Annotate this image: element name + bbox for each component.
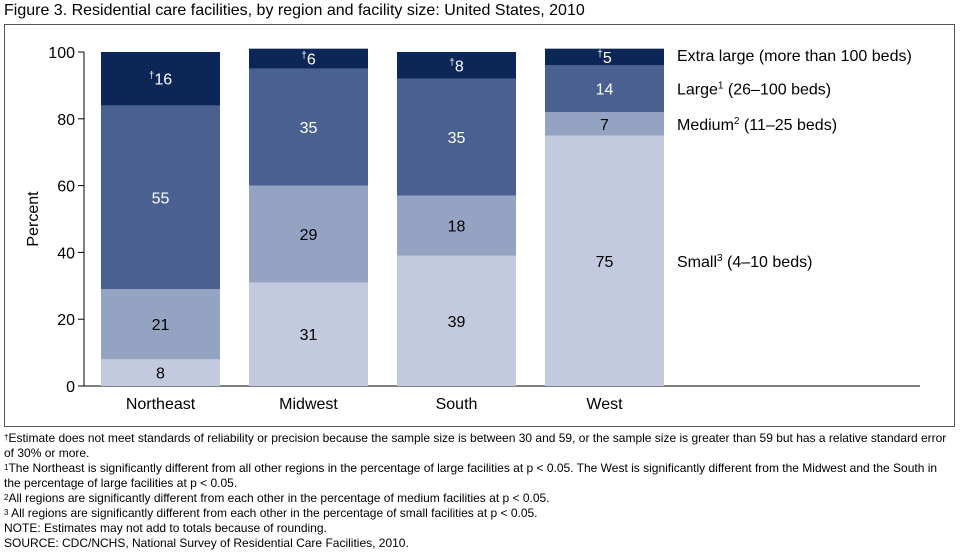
x-tick-label-west: West (586, 396, 623, 413)
bar-segment-large-south (397, 78, 516, 196)
footnote-1: 1The Northeast is significantly differen… (4, 461, 938, 490)
y-tick-label: 100 (48, 45, 75, 62)
legend-entry-small: Small3 (4–10 beds) (677, 253, 812, 271)
y-tick-label: 80 (57, 112, 75, 129)
data-label-small-south: 39 (448, 314, 466, 331)
data-label-small-west: 75 (596, 254, 614, 271)
y-tick-label: 0 (66, 379, 75, 396)
data-label-medium-northeast: 21 (152, 317, 170, 334)
source-line: SOURCE: CDC/NCHS, National Survey of Res… (4, 536, 409, 550)
bar-segment-small-west (545, 135, 664, 386)
footnote-dagger: †Estimate does not meet standards of rel… (4, 431, 947, 460)
data-label-small-northeast: 8 (156, 366, 165, 383)
footnote-2: 2All regions are significantly different… (4, 491, 550, 505)
y-tick-label: 60 (57, 179, 75, 196)
data-label-small-midwest: 31 (300, 327, 318, 344)
data-label-extra_large-south: †8 (449, 57, 464, 75)
y-tick-label: 20 (57, 312, 75, 329)
bar-segment-medium-northeast (101, 289, 220, 360)
data-label-extra_large-northeast: †16 (149, 71, 172, 89)
bar-segment-small-midwest (249, 282, 368, 386)
footnote-3: 3 All regions are significantly differen… (4, 506, 538, 520)
data-label-large-midwest: 35 (300, 120, 318, 137)
data-label-large-south: 35 (448, 130, 466, 147)
data-label-medium-west: 7 (600, 117, 609, 134)
bar-segment-extra_large-midwest (249, 48, 368, 69)
footnotes: †Estimate does not meet standards of rel… (4, 431, 956, 551)
legend-entry-medium: Medium2 (11–25 beds) (677, 116, 837, 134)
legend-entry-extra_large: Extra large (more than 100 beds) (677, 48, 912, 65)
note-rounding: NOTE: Estimates may not add to totals be… (4, 521, 327, 535)
bar-segment-medium-west (545, 112, 664, 136)
bar-segment-extra_large-south (397, 52, 516, 79)
bar-segment-extra_large-northeast (101, 52, 220, 106)
stacked-bar-chart: 0 20 40 60 80 100 Percent 8 21 55 †16 Northeast 31 29… (25, 45, 920, 413)
bar-segment-large-midwest (249, 68, 368, 186)
data-label-large-west: 14 (596, 82, 614, 99)
figure-title: Figure 3. Residential care facilities, b… (4, 2, 585, 19)
legend-entry-large: Large1 (26–100 beds) (677, 81, 831, 99)
bar-segment-large-west (545, 65, 664, 113)
y-tick-label: 40 (57, 245, 75, 262)
data-label-extra_large-west: †5 (597, 49, 612, 67)
data-label-medium-midwest: 29 (300, 227, 318, 244)
x-tick-label-midwest: Midwest (279, 396, 338, 413)
bar-segment-medium-midwest (249, 185, 368, 283)
chart-frame: 0 20 40 60 80 100 Percent 8 21 55 †16 Northeast 31 29… (4, 24, 955, 427)
y-axis-title: Percent (25, 191, 42, 247)
data-label-medium-south: 18 (448, 219, 466, 236)
bar-segment-large-northeast (101, 105, 220, 290)
data-label-large-northeast: 55 (152, 190, 170, 207)
data-label-extra_large-midwest: †6 (301, 51, 316, 69)
bar-segment-extra_large-west (545, 48, 664, 66)
bar-segment-small-south (397, 255, 516, 386)
x-tick-label-south: South (436, 396, 478, 413)
bar-segment-medium-south (397, 195, 516, 256)
bar-segment-small-northeast (101, 359, 220, 386)
x-tick-label-northeast: Northeast (126, 396, 196, 413)
